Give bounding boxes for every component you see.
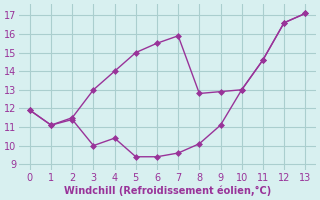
X-axis label: Windchill (Refroidissement éolien,°C): Windchill (Refroidissement éolien,°C) (64, 185, 271, 196)
